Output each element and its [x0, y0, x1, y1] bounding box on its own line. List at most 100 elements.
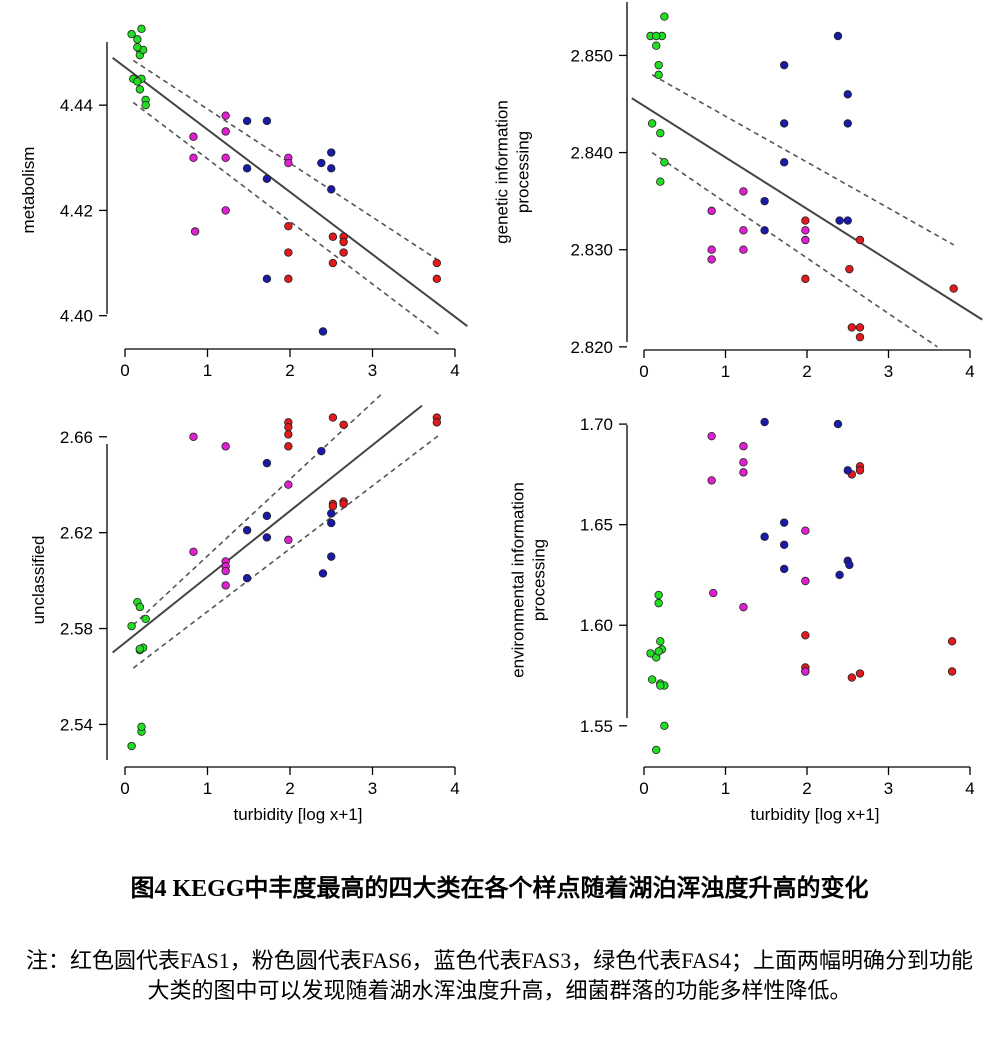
panel-4-magenta-point [801, 667, 810, 676]
panel-2-blue-point [779, 158, 789, 167]
panel-3-red-point [328, 502, 338, 511]
panel-4-red-point [947, 667, 957, 676]
figure-note: 注：红色圆代表FAS1，粉色圆代表FAS6，蓝色代表FAS3，绿色代表FAS4；… [26, 948, 973, 1003]
panel-3-red-point [432, 418, 442, 427]
panel-3-x-tick-label: 2 [285, 779, 294, 798]
panel-4-x-tick-label: 3 [884, 779, 893, 798]
panel-1-green-point [127, 29, 136, 39]
panel-3-magenta-point [221, 566, 230, 576]
panel-1-blue-point [262, 116, 272, 126]
panel-1-blue-point [318, 327, 328, 336]
panel-4-green-point [660, 721, 669, 731]
panel-2-blue-point [779, 60, 789, 70]
panel-4-red-point [855, 669, 865, 678]
panel-1-green-point [135, 85, 145, 94]
panel-3-green-point [141, 614, 150, 624]
panel-4-green-point [646, 649, 655, 658]
panel-4-green-point [654, 647, 663, 656]
panel-1-red-point [284, 248, 293, 257]
panel-3-y-tick-label: 2.62 [60, 524, 93, 543]
panel-1-magenta-point [189, 132, 198, 141]
panel-1-x-tick-label: 4 [450, 361, 459, 380]
panel-1-blue-point [242, 164, 252, 173]
panel-3-green-point [127, 741, 136, 751]
panel-1-magenta-point [221, 127, 230, 136]
panel-2-green-point [647, 119, 657, 128]
panel-2-blue-point [843, 119, 852, 128]
panel-2-magenta-point [801, 226, 810, 235]
panel-3-x-tick-label: 0 [120, 779, 129, 798]
panel-1-red-point [284, 274, 293, 284]
panel-4-x-tick-label: 0 [639, 779, 648, 798]
panel-1-blue-point [327, 185, 336, 194]
panel-1-magenta-point [221, 111, 230, 120]
panel-3-red-point [284, 442, 293, 451]
panel-3-x-axis-title: turbidity [log x+1] [234, 805, 363, 824]
panel-4-blue-point [835, 570, 844, 580]
figure-panels: 4.40 4.42 4.44 0 1 2 3 4 metabolism 2.820 2.830 2.8… [19, 2, 983, 824]
panel-2-green-point [654, 70, 663, 80]
panel-3-magenta-point [221, 581, 230, 590]
panel-4-red-point [801, 631, 810, 640]
panel-4-red-point [847, 673, 857, 682]
panel-4-magenta-point [739, 458, 748, 467]
panel-2-red-point [801, 216, 810, 225]
panel-3-blue-point [262, 533, 272, 542]
panel-3-green-point [127, 621, 136, 631]
panel-1-red-point [328, 232, 338, 241]
panel-4-y-axis-title: processing [530, 539, 549, 621]
panel-1-magenta-point [221, 206, 230, 215]
panel-1-red-point [339, 248, 348, 257]
panel-1-blue-point [327, 148, 336, 157]
panel-3-y-tick-label: 2.54 [60, 715, 93, 734]
panel-3-red-point [328, 413, 338, 422]
panel-1-magenta-point [284, 158, 293, 168]
panel-4-green-point [656, 637, 665, 646]
panel-2-x-tick-label: 2 [802, 362, 811, 381]
figure-title: 图4 KEGG中丰度最高的四大类在各个样点随着湖泊浑浊度升高的变化 [130, 876, 869, 902]
panel-3-blue-point [327, 509, 336, 518]
panel-1-x-tick-label: 0 [120, 361, 129, 380]
panel-2-red-point [855, 235, 865, 245]
panel-4-magenta-point [739, 442, 748, 451]
panel-2-blue-point [779, 119, 789, 128]
panel-2-red-point [845, 264, 854, 274]
panel-1-y-tick-label: 4.42 [60, 201, 93, 220]
panel-1-green-point [141, 100, 150, 110]
panel-4-magenta-point [739, 602, 748, 612]
panel-1-magenta-point [189, 153, 198, 162]
panel-2-green-point [652, 41, 661, 50]
panel-3-ci-lower-line [132, 434, 439, 669]
panel-2-red-point [801, 274, 810, 284]
panel-1-red-point [432, 274, 442, 284]
panel-4-magenta-point [801, 526, 810, 535]
panel-2-x-tick-label: 0 [639, 362, 648, 381]
panel-2-y-tick-label: 2.830 [570, 241, 613, 260]
panel-4-blue-point [760, 417, 769, 427]
panel-2-green-point [660, 158, 669, 167]
panel-2-y-tick-label: 2.850 [570, 46, 613, 65]
panel-4-blue-point [779, 518, 789, 527]
panel-2-green-point [656, 128, 665, 138]
panel-3-x-tick-label: 4 [450, 779, 459, 798]
panel-1-blue-point [262, 174, 272, 184]
panel-3-blue-point [327, 552, 336, 561]
panel-1-y-tick-label: 4.44 [60, 96, 93, 115]
panel-2-red-point [855, 323, 865, 332]
panel-1-blue-point [317, 158, 326, 168]
panel-1-ci-lower-line [132, 101, 439, 335]
panel-3-y-tick-label: 2.66 [60, 428, 93, 447]
panel-1-blue-point [327, 164, 336, 173]
panel-2-red-point [855, 332, 865, 342]
panel-4-x-axis-title: turbidity [log x+1] [751, 805, 880, 824]
panel-3-green-point [137, 722, 146, 732]
panel-4-magenta-point [801, 576, 810, 586]
panel-2-blue-point [833, 31, 843, 41]
panel-2-y-tick-label: 2.820 [570, 338, 613, 357]
panel-1-blue-point [242, 116, 252, 126]
panel-4-magenta-point [709, 588, 718, 598]
panel-3-red-point [339, 499, 348, 509]
panel-1-green-point [133, 35, 142, 44]
panel-3-blue-point [262, 511, 272, 521]
panel-2-magenta-point [707, 255, 716, 264]
